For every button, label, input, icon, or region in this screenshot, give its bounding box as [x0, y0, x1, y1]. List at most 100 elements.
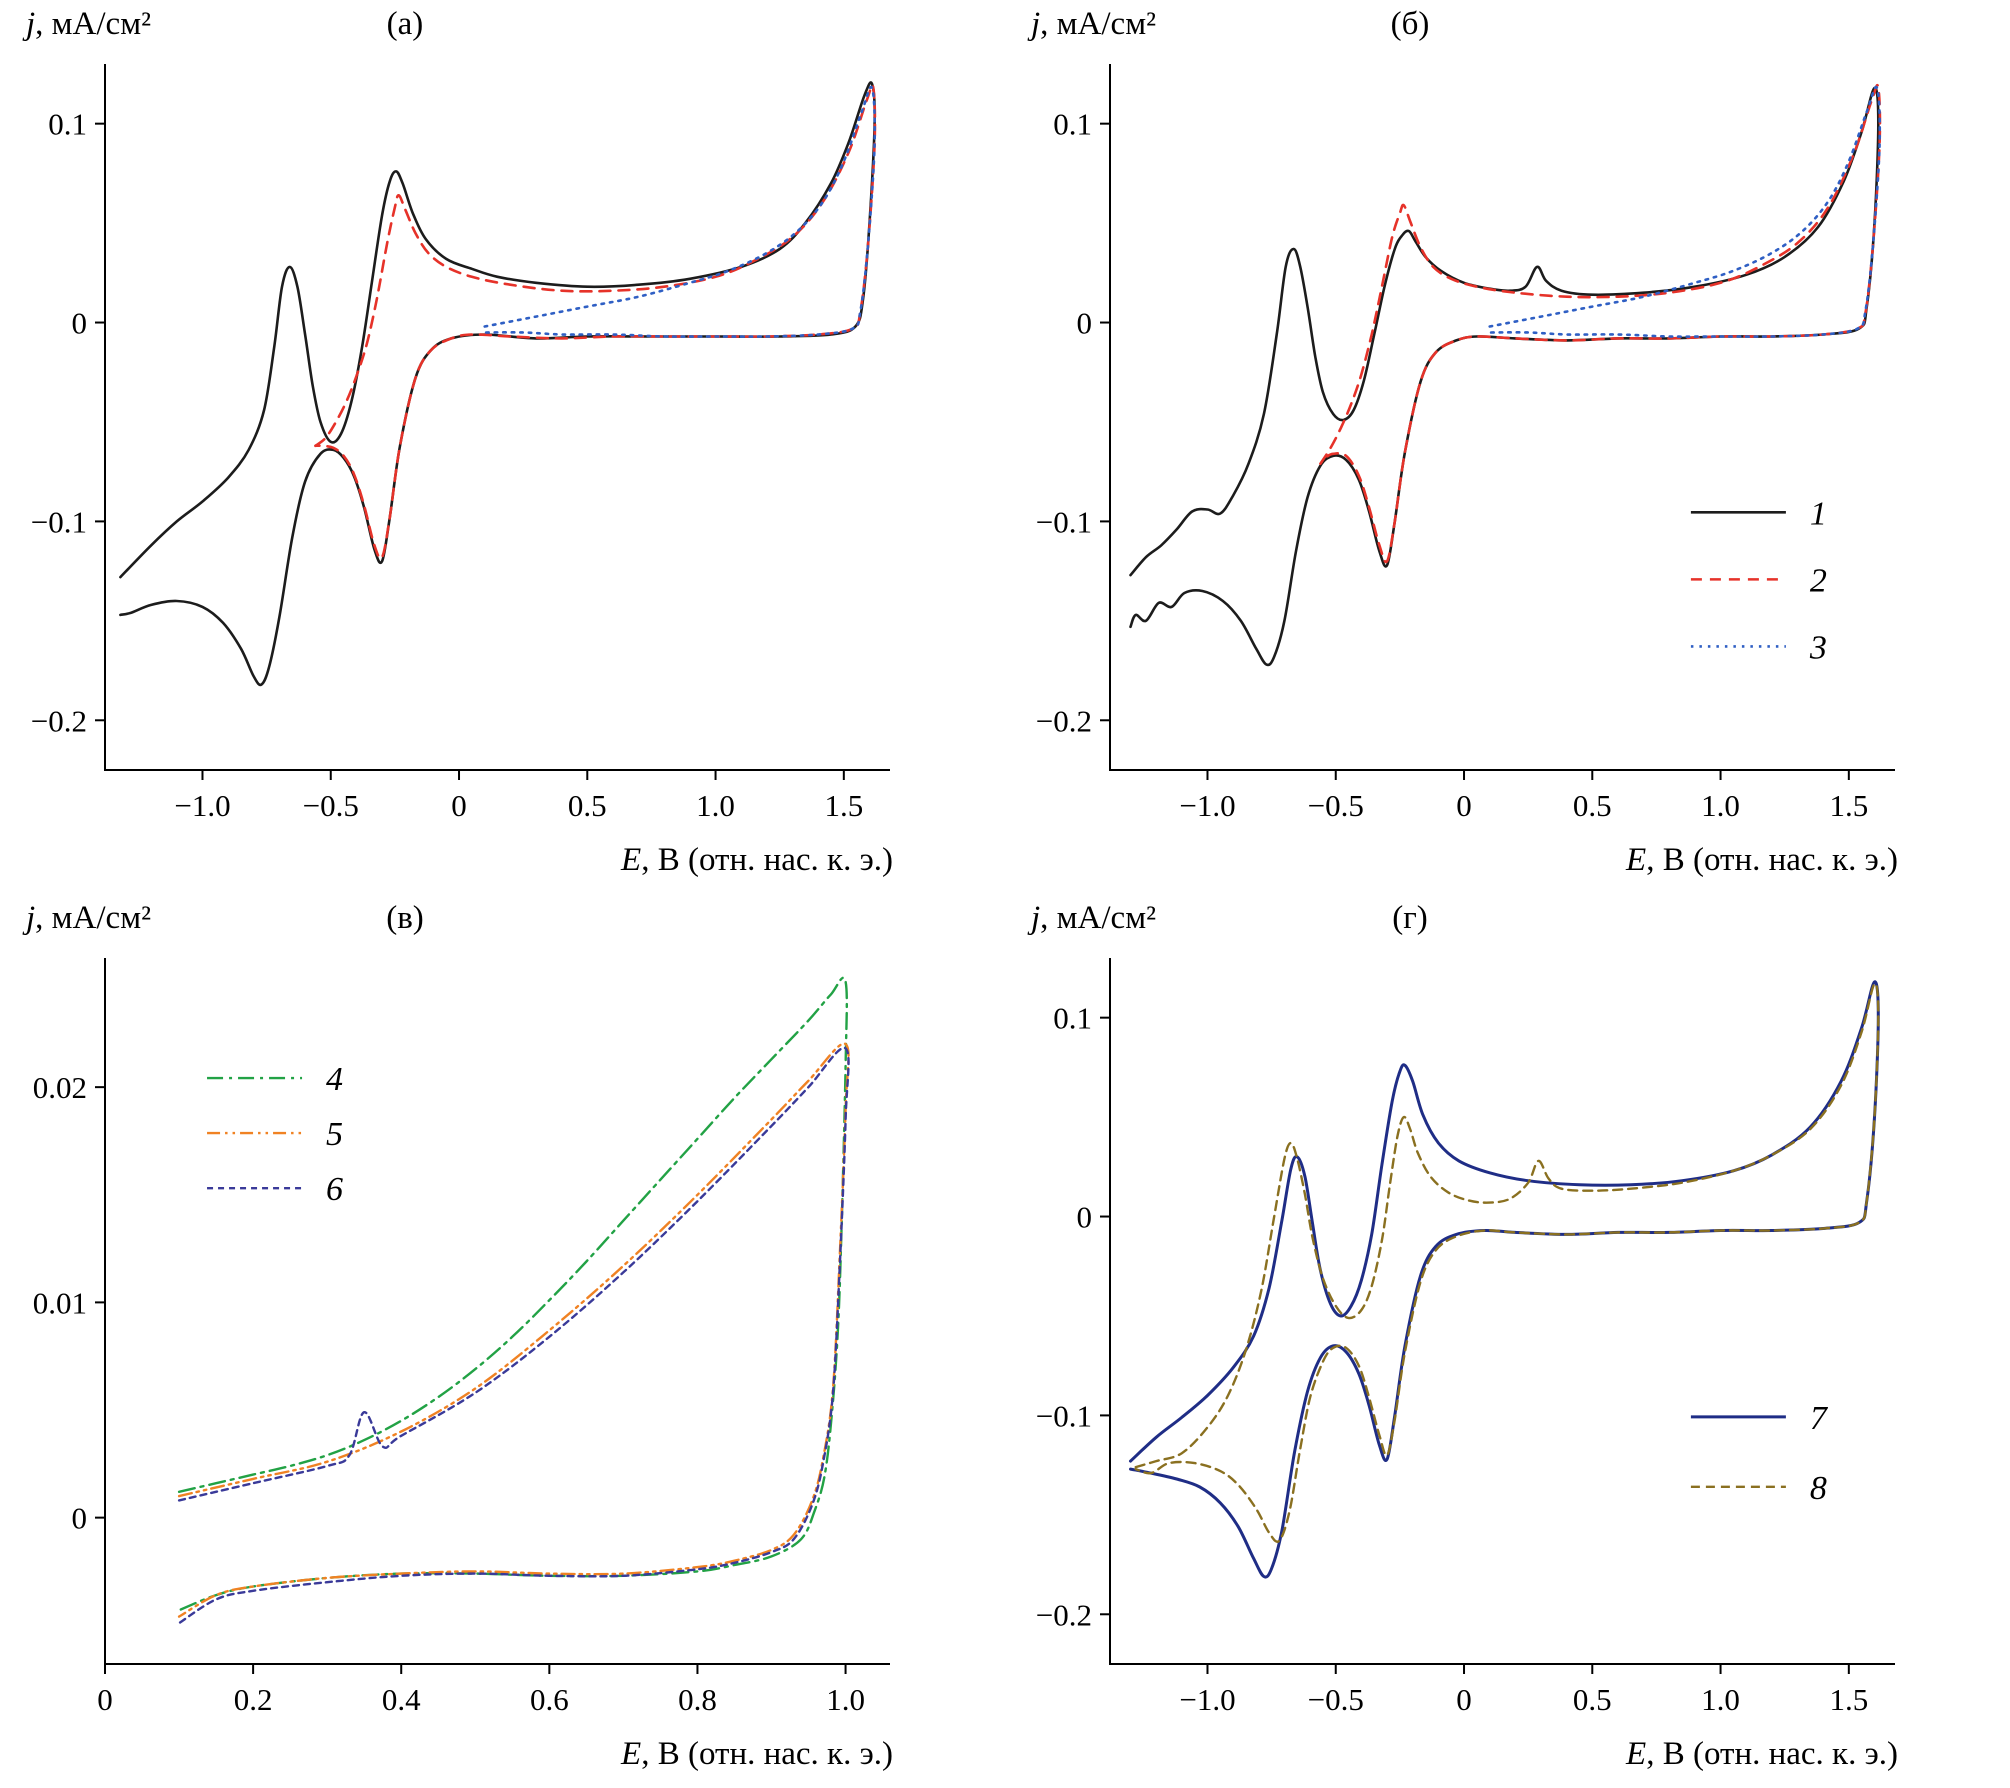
chart-b-axes [1109, 64, 1895, 771]
chart-g-plot: −1.0 −0.5 0 0.5 1.0 1.5−0.2−0.100.178 [1036, 958, 1895, 1717]
x-axis-variable: E [1626, 842, 1647, 878]
y-axis-label-g: j, мА/см² [1031, 900, 1156, 937]
x-tick-label: 0 [97, 1682, 113, 1717]
x-tick-label: 0.4 [382, 1682, 421, 1717]
y-axis-variable: j [26, 900, 36, 936]
legend-label: 4 [326, 1061, 343, 1098]
chart-b-ticks: −1.0 −0.5 0 0.5 1.0 1.5 −0.2 −0.1 0 0.1 [1036, 107, 1868, 823]
chart-a-ticks: −1.0 −0.5 0 0.5 1.0 1.5 −0.2 −0.1 0 0.1 [31, 107, 863, 823]
x-tick-label: 0.5 [1573, 1682, 1612, 1717]
chart-v-series-5 [177, 1042, 850, 1618]
panel-title-g: (г) [1392, 900, 1428, 936]
x-axis-label-a: E, В (отн. нас. к. э.) [0, 842, 1005, 888]
panel-g: j, мА/см² (г) −1.0 −0.5 0 0.5 1.0 1.5 −0.2 −0.1… [1005, 894, 2010, 1788]
legend-label: 1 [1810, 495, 1827, 532]
x-tick-label: 1.0 [826, 1682, 865, 1717]
x-tick-label: 0.5 [568, 788, 607, 823]
x-axis-unit: , В (отн. нас. к. э.) [1646, 842, 1898, 878]
y-tick-label: 0 [1077, 1200, 1093, 1235]
x-axis-label-g: E, В (отн. нас. к. э.) [1005, 1736, 2010, 1782]
chart-a-series-2 [314, 83, 877, 560]
y-tick-label: 0 [72, 306, 88, 341]
y-axis-variable: j [26, 6, 36, 42]
panel-g-header: j, мА/см² (г) [1005, 894, 2010, 946]
chart-g-legend: 78 [1690, 1400, 1829, 1507]
chart-a-axes [104, 64, 890, 771]
x-tick-label: −1.0 [174, 788, 230, 823]
x-tick-label: 0.6 [530, 1682, 569, 1717]
y-axis-unit: , мА/см² [1040, 6, 1156, 42]
x-tick-label: 1.0 [1701, 1682, 1740, 1717]
y-axis-variable: j [1031, 900, 1041, 936]
legend-label: 5 [326, 1116, 343, 1153]
panel-b-header: j, мА/см² (б) [1005, 0, 2010, 52]
y-axis-unit: , мА/см² [1040, 900, 1156, 936]
chart-b-series-2 [1319, 83, 1882, 564]
y-axis-label-v: j, мА/см² [26, 900, 151, 937]
legend-label: 8 [1810, 1470, 1827, 1507]
panel-b: j, мА/см² (б) −1.0 −0.5 0 0.5 1.0 1.5 −0.2 −0.1… [1005, 0, 2010, 894]
y-axis-label-a: j, мА/см² [26, 6, 151, 43]
x-tick-label: −0.5 [1308, 1682, 1364, 1717]
legend-label: 2 [1810, 562, 1827, 599]
chart-v-axes [104, 958, 890, 1665]
x-tick-label: 0.5 [1573, 788, 1612, 823]
chart-g-series-8 [1134, 982, 1880, 1543]
x-tick-label: −0.5 [303, 788, 359, 823]
panel-v-header: j, мА/см² (в) [0, 894, 1005, 946]
panel-title-b: (б) [1390, 6, 1430, 42]
legend-label: 6 [326, 1171, 343, 1208]
x-axis-label-v: E, В (отн. нас. к. э.) [0, 1736, 1005, 1782]
y-tick-label: 0.1 [1053, 1001, 1092, 1036]
chart-a-plot: −1.0 −0.5 0 0.5 1.0 1.5 −0.2 −0.1 0 0.1 [31, 64, 890, 823]
x-tick-label: 1.0 [696, 788, 735, 823]
panel-title-a: (а) [386, 6, 424, 42]
x-axis-unit: , В (отн. нас. к. э.) [641, 842, 893, 878]
x-axis-variable: E [621, 842, 642, 878]
x-tick-label: 1.5 [1829, 1682, 1868, 1717]
chart-b-legend: 1 2 3 [1690, 495, 1827, 666]
x-axis-unit: , В (отн. нас. к. э.) [641, 1736, 893, 1772]
chart-v-ticks: 0 0.2 0.4 0.6 0.8 1.0 0 0.01 0.02 [33, 1070, 865, 1717]
y-tick-label: −0.1 [1036, 1398, 1092, 1433]
y-axis-unit: , мА/см² [35, 6, 151, 42]
x-tick-label: 1.5 [1829, 788, 1868, 823]
y-tick-label: −0.1 [31, 504, 87, 539]
x-tick-label: −1.0 [1179, 788, 1235, 823]
x-tick-label: 1.5 [824, 788, 863, 823]
legend-label: 3 [1809, 629, 1827, 666]
legend-label: 7 [1810, 1400, 1829, 1437]
y-tick-label: −0.2 [1036, 1597, 1092, 1632]
y-axis-variable: j [1031, 6, 1041, 42]
chart-b-series-3 [1488, 85, 1882, 338]
chart-v-legend: 4 5 6 [207, 1061, 343, 1208]
x-axis-variable: E [1626, 1736, 1647, 1772]
x-axis-unit: , В (отн. нас. к. э.) [1646, 1736, 1898, 1772]
chart-v-series-6 [177, 1046, 850, 1625]
chart-g-ticks: −1.0 −0.5 0 0.5 1.0 1.5 −0.2 −0.1 0 0.1 [1036, 1001, 1868, 1717]
chart-v-series-4 [177, 976, 849, 1612]
y-axis-label-b: j, мА/см² [1031, 6, 1156, 43]
y-tick-label: 0.02 [33, 1070, 87, 1105]
y-tick-label: −0.2 [31, 703, 87, 738]
chart-a-series-3 [483, 85, 877, 338]
x-tick-label: 1.0 [1701, 788, 1740, 823]
y-tick-label: −0.1 [1036, 504, 1092, 539]
x-tick-label: 0 [451, 788, 467, 823]
x-tick-label: 0.8 [678, 1682, 717, 1717]
y-tick-label: 0.1 [1053, 107, 1092, 142]
x-tick-label: 0.2 [234, 1682, 273, 1717]
x-tick-label: 0 [1456, 1682, 1472, 1717]
y-tick-label: 0 [1077, 306, 1093, 341]
y-tick-label: 0 [72, 1501, 88, 1536]
x-tick-label: −0.5 [1308, 788, 1364, 823]
chart-v-plot: 0 0.2 0.4 0.6 0.8 1.0 0 0.01 0.02 4 5 6 [33, 958, 890, 1717]
x-axis-variable: E [621, 1736, 642, 1772]
chart-g-axes [1109, 958, 1895, 1665]
y-tick-label: 0.01 [33, 1285, 87, 1320]
panel-a-header: j, мА/см² (а) [0, 0, 1005, 52]
chart-b-series-1 [1129, 86, 1880, 667]
x-axis-label-b: E, В (отн. нас. к. э.) [1005, 842, 2010, 888]
chart-a-series-1 [119, 81, 876, 687]
